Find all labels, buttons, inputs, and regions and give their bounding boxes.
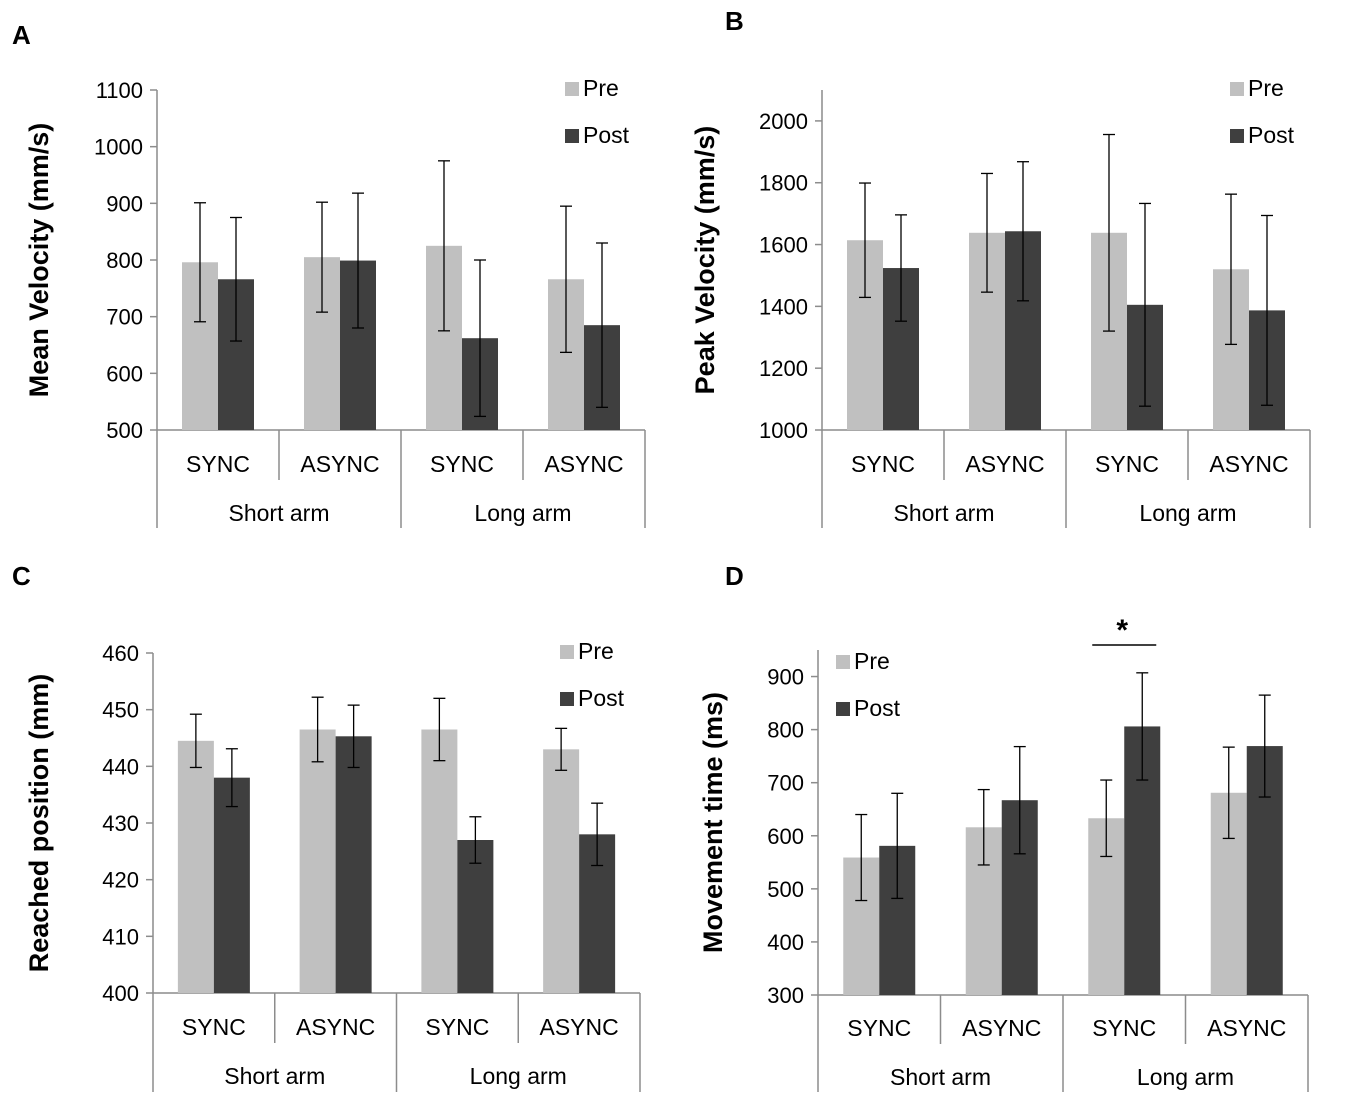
legend-label: Pre [1248, 75, 1284, 101]
y-tick-label: 1200 [759, 356, 808, 381]
y-tick-label: 430 [102, 811, 139, 836]
legend-label: Pre [578, 638, 614, 664]
x-category-label: ASYNC [544, 451, 623, 477]
x-category-label: SYNC [425, 1014, 489, 1040]
y-tick-label: 600 [106, 361, 143, 386]
legend-swatch-pre [836, 655, 850, 669]
y-tick-label: 900 [106, 191, 143, 216]
y-axis-label: Movement time (ms) [698, 692, 728, 953]
x-category-label: SYNC [430, 451, 494, 477]
y-tick-label: 500 [106, 418, 143, 443]
x-group-label: Long arm [470, 1063, 567, 1089]
legend-label: Post [854, 695, 901, 721]
y-tick-label: 800 [106, 248, 143, 273]
y-tick-label: 2000 [759, 109, 808, 134]
x-category-label: ASYNC [540, 1014, 619, 1040]
legend-swatch-post [1230, 129, 1244, 143]
legend-swatch-post [836, 702, 850, 716]
x-category-label: SYNC [851, 451, 915, 477]
x-category-label: ASYNC [962, 1015, 1041, 1041]
bar-pre [543, 749, 580, 993]
panel-a: A 500 600 700 800 900 1000 1100 Mean Velocity (m… [12, 20, 646, 528]
y-tick-label: 400 [102, 981, 139, 1006]
x-group-label: Long arm [1139, 500, 1236, 526]
y-tick-label: 1000 [759, 418, 808, 443]
legend-swatch-post [565, 129, 579, 143]
panel-letter: C [12, 561, 31, 591]
y-tick-label: 450 [102, 698, 139, 723]
bar-pre [177, 740, 214, 993]
y-tick-label: 420 [102, 868, 139, 893]
y-tick-label: 1800 [759, 171, 808, 196]
legend-label: Post [578, 685, 625, 711]
y-axis-label: Mean Velocity (mm/s) [24, 123, 54, 398]
legend-label: Pre [583, 75, 619, 101]
legend-label: Post [583, 122, 630, 148]
x-category-label: ASYNC [1207, 1015, 1286, 1041]
x-category-label: SYNC [1092, 1015, 1156, 1041]
x-category-label: SYNC [182, 1014, 246, 1040]
y-axis-label: Reached position (mm) [24, 674, 54, 973]
x-group-label: Long arm [474, 500, 571, 526]
y-tick-label: 500 [767, 877, 804, 902]
legend-swatch-pre [565, 82, 579, 96]
bar-pre [299, 729, 336, 993]
x-category-label: SYNC [847, 1015, 911, 1041]
x-group-label: Short arm [229, 500, 330, 526]
panel-letter: B [725, 6, 744, 36]
y-tick-label: 700 [767, 771, 804, 796]
x-category-label: ASYNC [296, 1014, 375, 1040]
significance-star: * [1116, 614, 1128, 647]
y-tick-label: 900 [767, 665, 804, 690]
x-category-label: ASYNC [965, 451, 1044, 477]
bar-post [213, 777, 250, 993]
x-group-label: Short arm [890, 1064, 991, 1090]
x-category-label: ASYNC [300, 451, 379, 477]
y-tick-label: 1000 [94, 135, 143, 160]
y-tick-label: 1100 [96, 78, 143, 103]
x-group-label: Short arm [894, 500, 995, 526]
x-category-label: SYNC [186, 451, 250, 477]
y-tick-label: 600 [767, 824, 804, 849]
y-tick-label: 410 [102, 924, 139, 949]
panel-letter: D [725, 561, 744, 591]
bar-pre [421, 729, 458, 993]
y-tick-label: 440 [102, 754, 139, 779]
x-group-label: Long arm [1137, 1064, 1234, 1090]
legend-swatch-pre [1230, 82, 1244, 96]
y-tick-label: 400 [767, 930, 804, 955]
y-tick-label: 700 [106, 305, 143, 330]
x-category-label: ASYNC [1209, 451, 1288, 477]
legend-swatch-post [560, 692, 574, 706]
panel-d: D 300 400 500 600 700 800 900 Movement time (ms)… [698, 561, 1309, 1092]
panel-b: B 1000 1200 1400 1600 1800 2000 Peak Velocity (… [690, 6, 1311, 528]
y-tick-label: 1400 [759, 294, 808, 319]
legend-swatch-pre [560, 645, 574, 659]
y-tick-label: 1600 [759, 233, 808, 258]
y-axis-label: Peak Velocity (mm/s) [690, 126, 720, 395]
bar-post [457, 840, 494, 993]
panel-c: C 400 410 420 430 440 450 460 Reached position (… [12, 561, 641, 1092]
panel-letter: A [12, 20, 31, 50]
y-tick-label: 800 [767, 718, 804, 743]
y-tick-label: 460 [102, 641, 139, 666]
bar-post [335, 736, 372, 993]
x-category-label: SYNC [1095, 451, 1159, 477]
x-group-label: Short arm [224, 1063, 325, 1089]
legend-label: Post [1248, 122, 1295, 148]
legend-label: Pre [854, 648, 890, 674]
y-tick-label: 300 [767, 983, 804, 1008]
